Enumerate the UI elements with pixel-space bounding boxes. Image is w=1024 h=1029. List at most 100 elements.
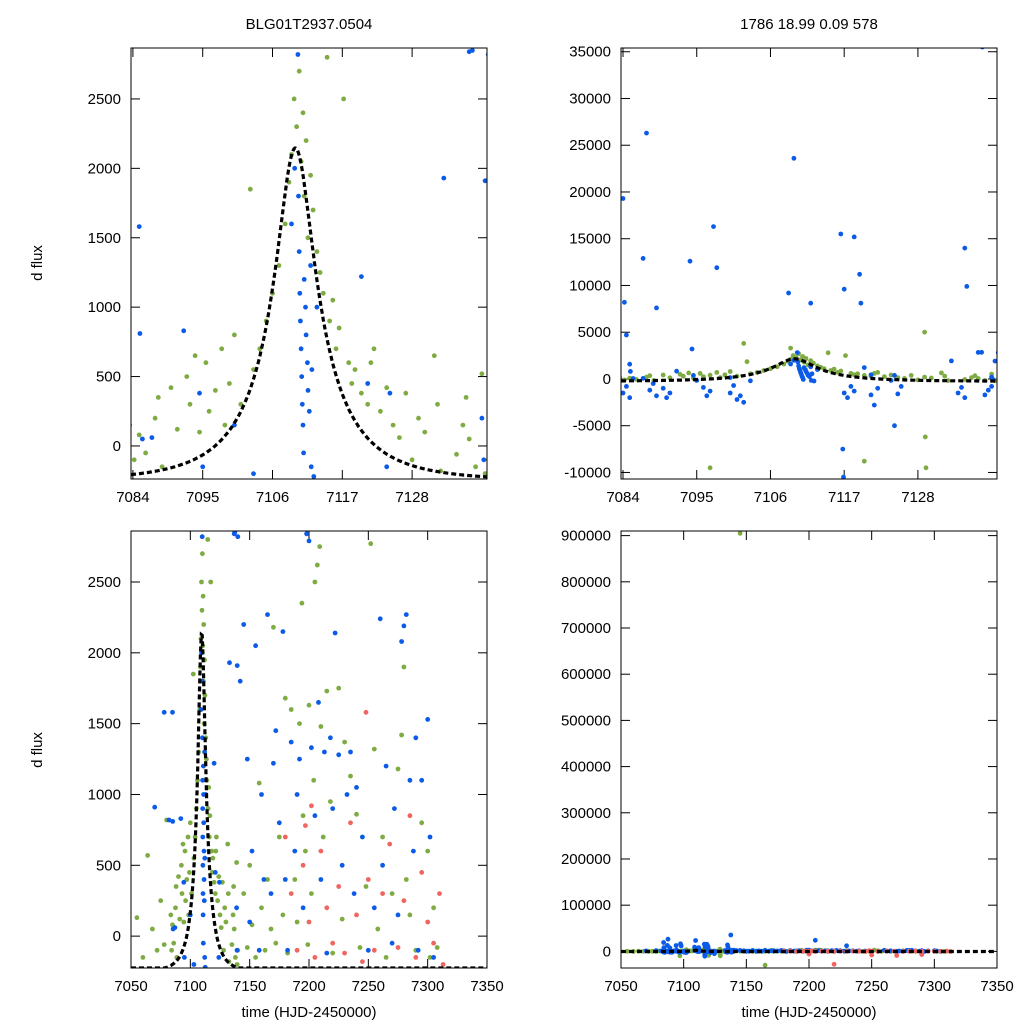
blue-data-point bbox=[365, 947, 371, 953]
blue-data-point bbox=[678, 943, 684, 949]
blue-data-point bbox=[714, 265, 720, 271]
green-data-point bbox=[762, 962, 768, 968]
green-data-point bbox=[466, 436, 472, 442]
green-data-point bbox=[208, 579, 214, 585]
model-curve bbox=[621, 357, 997, 383]
green-data-point bbox=[214, 834, 219, 840]
y-tick-label: 500 bbox=[96, 369, 121, 386]
blue-data-point bbox=[851, 234, 857, 240]
blue-data-point bbox=[627, 395, 633, 401]
red-data-point bbox=[919, 952, 925, 957]
blue-data-point bbox=[234, 947, 240, 953]
green-data-point bbox=[320, 834, 326, 840]
blue-data-point bbox=[389, 940, 395, 946]
blue-data-point bbox=[791, 155, 797, 161]
green-data-point bbox=[422, 429, 428, 435]
blue-data-point bbox=[985, 387, 991, 393]
green-data-point bbox=[183, 898, 189, 904]
red-data-point bbox=[312, 955, 318, 960]
blue-data-point bbox=[336, 752, 342, 758]
x-tick-label: 7250 bbox=[855, 978, 888, 995]
blue-data-point bbox=[892, 373, 897, 378]
blue-data-point bbox=[178, 816, 184, 821]
y-tick-label: 10000 bbox=[569, 277, 611, 294]
y-tick-label: 400000 bbox=[561, 759, 611, 776]
blue-data-point bbox=[622, 299, 627, 305]
blue-data-point bbox=[237, 678, 243, 684]
green-data-point bbox=[174, 426, 180, 432]
red-data-point bbox=[869, 952, 875, 958]
blue-data-point bbox=[734, 397, 740, 402]
red-data-point bbox=[413, 955, 419, 960]
green-data-point bbox=[282, 221, 288, 227]
blue-data-point bbox=[296, 193, 301, 199]
green-data-point bbox=[231, 926, 237, 932]
blue-data-point bbox=[241, 622, 247, 627]
blue-data-point bbox=[711, 224, 716, 230]
green-data-point bbox=[647, 373, 653, 379]
blue-data-point bbox=[419, 777, 425, 783]
y-tick-label: 2000 bbox=[88, 160, 121, 177]
y-tick-label: 0 bbox=[113, 928, 121, 945]
blue-data-point bbox=[896, 948, 902, 954]
green-data-point bbox=[368, 360, 374, 366]
model-curve bbox=[131, 146, 487, 479]
blue-data-point bbox=[868, 392, 874, 398]
red-data-point bbox=[425, 919, 431, 925]
green-data-point bbox=[482, 471, 487, 477]
green-data-point bbox=[454, 451, 459, 457]
y-tick-label: 700000 bbox=[561, 620, 611, 637]
x-tick-label: 7128 bbox=[395, 489, 428, 506]
x-tick-label: 7117 bbox=[828, 489, 860, 506]
blue-data-point bbox=[305, 388, 311, 393]
green-data-point bbox=[838, 368, 844, 374]
blue-data-point bbox=[137, 331, 143, 336]
y-tick-label: 100000 bbox=[561, 897, 611, 914]
blue-data-point bbox=[200, 862, 206, 868]
blue-data-point bbox=[256, 947, 262, 953]
y-axis-label-bottom: d flux bbox=[29, 732, 46, 768]
green-data-point bbox=[352, 367, 358, 372]
blue-data-point bbox=[727, 390, 733, 396]
blue-data-point bbox=[725, 942, 730, 948]
green-data-point bbox=[368, 541, 374, 547]
blue-data-point bbox=[479, 415, 485, 421]
blue-data-point bbox=[359, 274, 364, 279]
green-data-point bbox=[168, 912, 174, 918]
blue-data-point bbox=[980, 48, 985, 50]
green-data-point bbox=[200, 551, 205, 557]
blue-data-point bbox=[431, 955, 436, 960]
green-data-point bbox=[317, 544, 323, 549]
x-tick-label: 7095 bbox=[680, 489, 713, 506]
blue-data-point bbox=[294, 792, 300, 797]
blue-data-point bbox=[306, 538, 312, 544]
plot-frame bbox=[130, 530, 488, 969]
blue-data-point bbox=[857, 271, 862, 277]
blue-data-point bbox=[979, 349, 984, 355]
green-data-point bbox=[185, 834, 191, 840]
blue-data-point bbox=[288, 739, 294, 745]
y-tick-label: 20000 bbox=[569, 184, 611, 201]
green-data-point bbox=[378, 408, 383, 414]
panel-title-right: 1786 18.99 0.09 578 bbox=[740, 16, 878, 33]
green-data-point bbox=[211, 879, 217, 885]
green-data-point bbox=[168, 385, 174, 391]
blue-data-point bbox=[201, 820, 207, 826]
green-data-point bbox=[184, 374, 190, 379]
green-data-point bbox=[714, 370, 720, 375]
x-tick-label: 7100 bbox=[667, 978, 700, 995]
green-data-point bbox=[348, 773, 353, 779]
green-data-point bbox=[680, 373, 686, 379]
green-data-point bbox=[479, 371, 485, 377]
blue-data-point bbox=[344, 792, 350, 797]
green-data-point bbox=[271, 624, 276, 630]
green-data-point bbox=[346, 360, 352, 366]
blue-data-point bbox=[296, 249, 302, 255]
blue-data-point bbox=[691, 373, 696, 378]
green-data-point bbox=[318, 724, 324, 729]
green-data-point bbox=[389, 891, 395, 896]
green-data-point bbox=[312, 579, 318, 585]
green-data-point bbox=[136, 432, 142, 438]
green-data-point bbox=[306, 702, 312, 708]
blue-data-point bbox=[395, 912, 401, 918]
